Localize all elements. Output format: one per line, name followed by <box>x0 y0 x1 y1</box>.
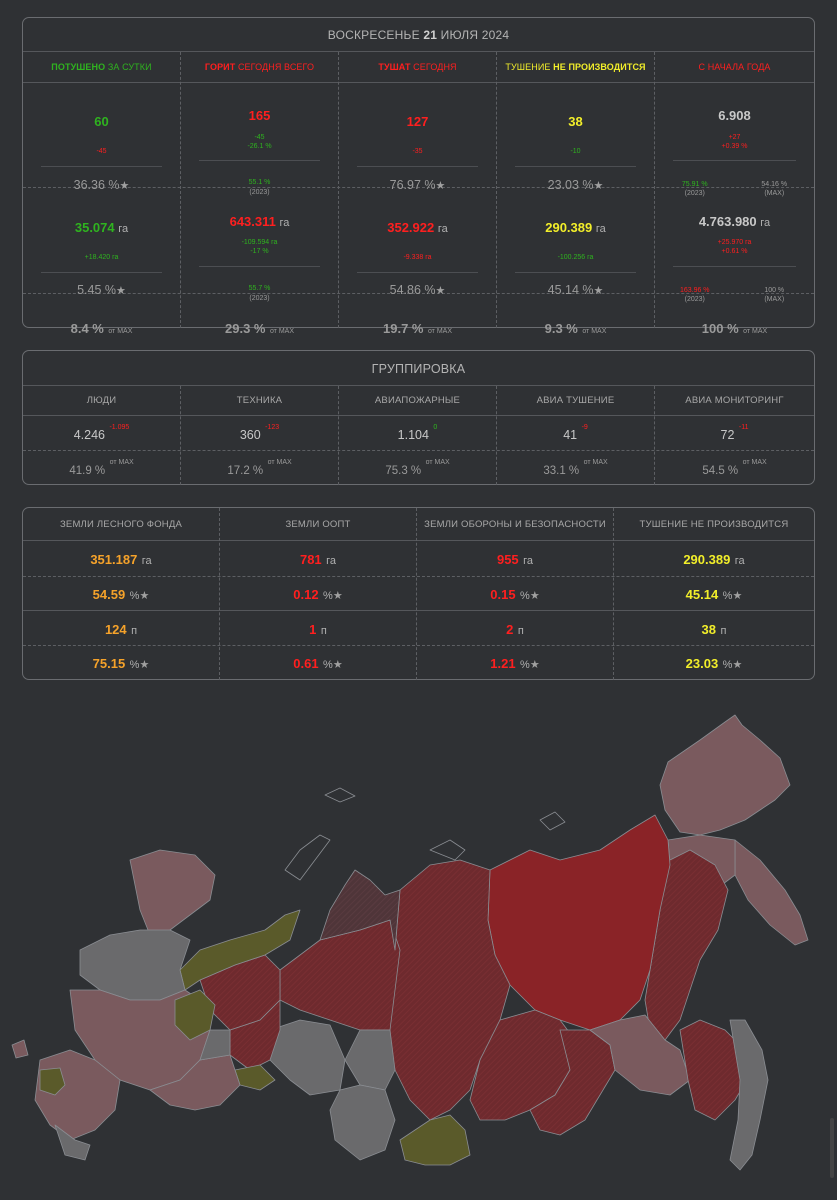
star-icon: ★ <box>119 180 130 192</box>
star-icon: ★ <box>435 285 446 297</box>
star-icon: ★ <box>116 285 126 297</box>
map-region-sakhalin[interactable] <box>729 1019 769 1171</box>
summary-col-extinguished: ПОТУШЕНО ЗА СУТКИ 60 -45 36.36 %★ 35.074… <box>23 52 181 336</box>
burning-count: 165 <box>248 108 271 123</box>
map-region-omsk[interactable] <box>269 1019 346 1096</box>
map-region-arkhangelsk[interactable] <box>179 909 301 991</box>
star-icon: ★ <box>435 180 446 192</box>
map-region-caucasus[interactable] <box>54 1124 91 1161</box>
map-region-franz-josef[interactable] <box>324 787 356 803</box>
star-icon: ★ <box>332 590 343 602</box>
map-region-tomsk[interactable] <box>344 1029 396 1091</box>
map-region-chukotka[interactable] <box>659 714 791 836</box>
star-icon: ★ <box>529 590 540 602</box>
map-region-orenburg[interactable] <box>234 1064 276 1091</box>
grouping-title: ГРУППИРОВКА <box>371 362 466 376</box>
map-region-bashkiria[interactable] <box>199 1029 231 1061</box>
lands-col-forest: ЗЕМЛИ ЛЕСНОГО ФОНДА 351.187 га 54.59 %★ … <box>23 508 220 680</box>
star-icon: ★ <box>732 659 743 671</box>
group-col-air-monitoring: АВИА МОНИТОРИНГ 72 -11 54.5 % от MAX <box>685 395 784 477</box>
star-icon: ★ <box>139 659 150 671</box>
not-extinguished-count: 38 <box>568 114 583 129</box>
star-icon: ★ <box>139 590 150 602</box>
map-region-khanty[interactable] <box>279 919 401 1031</box>
map-region-novaya-zemlya[interactable] <box>284 834 331 881</box>
map-region-altai[interactable] <box>329 1084 396 1161</box>
map-region-yakutia[interactable] <box>487 814 671 1031</box>
group-col-equipment: ТЕХНИКА 360 -123 17.2 % от MAX <box>181 386 339 485</box>
summary-col-extinguishing: ТУШАТ СЕГОДНЯ 127 -35 76.97 %★ 352.922 г… <box>339 52 497 336</box>
group-col-people: ЛЮДИ 4.246 -1.095 41.9 % от MAX <box>23 386 181 485</box>
star-icon: ★ <box>593 180 604 192</box>
star-icon: ★ <box>332 659 343 671</box>
year-to-date-count: 6.908 <box>718 108 751 123</box>
lands-panel: ЗЕМЛИ ЛЕСНОГО ФОНДА 351.187 га 54.59 %★ … <box>22 507 815 680</box>
star-icon: ★ <box>732 590 743 602</box>
scrollbar[interactable] <box>830 1118 834 1178</box>
map-region-tuva[interactable] <box>399 1114 471 1166</box>
summary-date-title: ВОСКРЕСЕНЬЕ 21 ИЮЛЯ 2024 <box>327 28 510 42</box>
map-region-northwest[interactable] <box>79 929 191 1001</box>
lands-col-protected: ЗЕМЛИ ООПТ 781 га 0.12 %★ 1 п 0.61 %★ <box>220 508 417 680</box>
summary-col-year-to-date: С НАЧАЛА ГОДА 6.908 +27 +0.39 % 75.91 %(… <box>655 52 814 336</box>
summary-col-burning: ГОРИТ СЕГОДНЯ ВСЕГО 165 -45 -26.1 % 55.1… <box>181 52 339 336</box>
map-region-middle-volga[interactable] <box>149 1054 241 1111</box>
lands-col-defense: ЗЕМЛИ ОБОРОНЫ И БЕЗОПАСНОСТИ 955 га 0.15… <box>417 508 614 680</box>
star-icon: ★ <box>593 285 604 297</box>
star-icon: ★ <box>529 659 540 671</box>
map-region-kalmykia[interactable] <box>39 1067 66 1096</box>
grouping-panel: ГРУППИРОВКА ЛЮДИ 4.246 -1.095 41.9 % от … <box>22 350 815 485</box>
russia-fire-map[interactable] <box>0 700 837 1180</box>
summary-col-not-extinguished: ТУШЕНИЕ НЕ ПРОИЗВОДИТСЯ 38 -10 23.03 %★ … <box>497 52 655 336</box>
group-col-air-extinguishing: АВИА ТУШЕНИЕ 41 -9 33.1 % от MAX <box>497 386 655 485</box>
fire-summary-panel: ВОСКРЕСЕНЬЕ 21 ИЮЛЯ 2024 ПОТУШЕНО ЗА СУТ… <box>22 17 815 336</box>
extinguished-count: 60 <box>94 114 109 129</box>
map-region-severnaya-zemlya[interactable] <box>429 839 466 861</box>
extinguishing-count: 127 <box>406 114 429 129</box>
lands-col-not-extinguished: ТУШЕНИЕ НЕ ПРОИЗВОДИТСЯ 290.389 га 45.14… <box>639 519 789 671</box>
map-region-kamchatka[interactable] <box>734 839 809 946</box>
map-region-kaliningrad[interactable] <box>11 1039 29 1059</box>
map-region-yamal[interactable] <box>319 869 401 951</box>
group-col-aviafirefighters: АВИАПОЖАРНЫЕ 1.104 0 75.3 % от MAX <box>339 386 497 485</box>
map-region-karelia[interactable] <box>129 849 216 936</box>
map-region-new-siberian[interactable] <box>539 811 566 831</box>
